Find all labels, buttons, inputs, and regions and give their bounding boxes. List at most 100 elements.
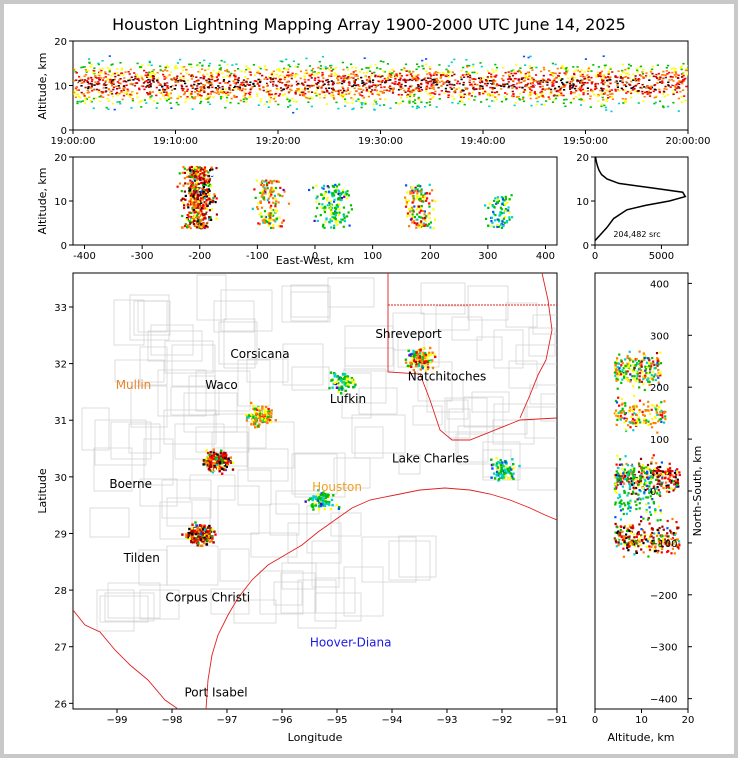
ew-source xyxy=(189,222,192,225)
map-source xyxy=(328,503,331,506)
time-height-source xyxy=(287,71,290,73)
time-height-source xyxy=(636,71,639,73)
time-height-source xyxy=(609,93,612,95)
ew-source xyxy=(270,212,273,215)
time-height-source xyxy=(136,62,139,65)
time-height-source xyxy=(386,63,389,65)
time-height-source xyxy=(528,75,531,77)
time-height-source xyxy=(537,96,540,98)
time-height-source xyxy=(236,81,239,84)
map-source xyxy=(212,459,215,463)
time-height-source xyxy=(219,95,223,98)
map-source xyxy=(211,463,214,466)
map-xlabel: Longitude xyxy=(288,731,343,744)
time-height-source xyxy=(108,81,111,84)
time-height-source xyxy=(515,87,518,90)
ew-source xyxy=(197,193,200,196)
time-height-source xyxy=(158,91,161,94)
ew-source xyxy=(266,184,269,187)
time-height-source xyxy=(146,75,149,77)
ew-source xyxy=(210,185,213,188)
time-height-source xyxy=(561,81,564,84)
time-height-source xyxy=(199,77,202,79)
time-height-source xyxy=(541,81,544,83)
time-height-source xyxy=(442,84,445,87)
time-height-source xyxy=(391,68,394,71)
time-height-source xyxy=(638,66,641,69)
time-height-source xyxy=(286,74,289,77)
ew-source xyxy=(264,188,267,191)
ew-source xyxy=(269,195,272,198)
map-source xyxy=(214,458,217,461)
ew-source xyxy=(503,199,506,202)
ew-source xyxy=(411,201,414,204)
time-height-source xyxy=(595,76,598,78)
time-height-source xyxy=(126,88,129,91)
ew-source xyxy=(193,179,197,182)
time-height-source xyxy=(311,85,314,87)
ew-source xyxy=(189,204,192,207)
map-source xyxy=(496,468,500,471)
time-height-source xyxy=(490,80,493,82)
time-height-source xyxy=(660,82,663,84)
ew-source xyxy=(502,217,506,220)
ew-axis-tick-label: 300 xyxy=(478,251,497,262)
time-height-source xyxy=(308,74,311,77)
time-height-source xyxy=(398,82,401,85)
ew-source xyxy=(189,189,192,192)
ew-source xyxy=(264,215,268,219)
time-height-source xyxy=(356,84,359,86)
time-height-source xyxy=(584,81,587,84)
time-height-source xyxy=(354,79,357,81)
time-height-source xyxy=(499,83,502,85)
county-outline xyxy=(129,294,170,341)
ew-source xyxy=(328,190,331,193)
time-height-source xyxy=(415,107,419,109)
map-source xyxy=(208,453,211,456)
time-height-source xyxy=(473,82,476,84)
ew-source xyxy=(281,221,284,224)
time-height-source xyxy=(221,96,224,98)
time-height-source xyxy=(182,75,185,78)
time-height-source xyxy=(637,92,640,94)
time-height-source xyxy=(520,78,523,81)
time-height-source xyxy=(191,87,194,89)
time-height-source xyxy=(204,97,207,100)
time-height-source xyxy=(309,96,312,99)
ew-source xyxy=(183,177,186,180)
time-height-source xyxy=(429,104,432,106)
time-height-source xyxy=(127,71,130,73)
time-height-source xyxy=(400,75,403,77)
time-height-source xyxy=(222,79,226,81)
time-height-source xyxy=(448,91,451,93)
time-height-source xyxy=(541,85,544,88)
ew-source xyxy=(273,194,276,197)
time-height-source xyxy=(247,92,250,95)
time-height-source xyxy=(348,81,351,83)
time-height-source xyxy=(553,88,556,91)
ew-source xyxy=(320,206,323,209)
th-altitude-axis-tick-label: 0 xyxy=(61,126,67,137)
time-height-source xyxy=(176,62,179,64)
time-height-source xyxy=(76,100,79,103)
map-source xyxy=(499,459,502,462)
time-height-source xyxy=(211,73,214,75)
time-height-source xyxy=(334,90,337,92)
time-height-source xyxy=(179,72,182,75)
time-height-source xyxy=(162,88,165,90)
time-height-source xyxy=(167,87,170,89)
time-height-source xyxy=(345,90,348,92)
time-height-source xyxy=(318,80,321,83)
ew-source xyxy=(423,224,426,227)
time-height-source xyxy=(113,72,116,75)
time-height-source xyxy=(494,63,497,66)
ew-source xyxy=(203,168,206,171)
time-height-source xyxy=(151,70,154,73)
time-height-source xyxy=(677,77,680,79)
time-height-source xyxy=(440,90,443,92)
ew-source xyxy=(188,220,191,223)
time-height-source xyxy=(573,72,576,75)
map-source xyxy=(210,460,213,464)
ew-source xyxy=(425,192,428,195)
time-height-source xyxy=(627,77,630,79)
